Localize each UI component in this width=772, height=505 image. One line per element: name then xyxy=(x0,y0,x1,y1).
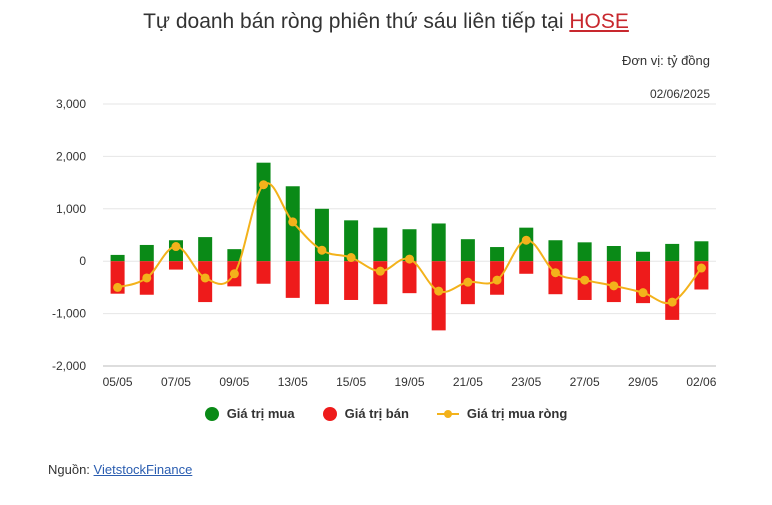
buy-bar xyxy=(227,249,242,262)
buy-bar xyxy=(548,240,563,262)
legend-buy-swatch xyxy=(204,406,219,421)
net-point xyxy=(317,245,327,255)
sell-bar xyxy=(519,261,534,274)
sell-bar xyxy=(256,261,271,284)
sell-bar xyxy=(402,261,417,294)
sell-bar xyxy=(314,261,329,305)
buy-bar xyxy=(198,237,213,262)
net-point xyxy=(667,297,677,307)
net-point xyxy=(346,253,356,263)
buy-bar xyxy=(665,243,680,262)
x-tick-label: 02/06 xyxy=(686,375,716,389)
net-point xyxy=(171,242,181,252)
x-tick-label: 13/05 xyxy=(278,375,308,389)
sell-bar xyxy=(665,261,680,320)
hose-link[interactable]: HOSE xyxy=(569,10,629,33)
x-tick-label: 29/05 xyxy=(628,375,658,389)
source-label: Nguồn: xyxy=(48,462,90,477)
date-label: 02/06/2025 xyxy=(649,87,710,101)
legend-item-sell[interactable]: Giá trị bán xyxy=(322,406,409,421)
net-point xyxy=(521,235,531,245)
net-point xyxy=(259,180,269,190)
buy-bar xyxy=(577,242,592,262)
net-point xyxy=(609,281,619,291)
y-tick-label: 1,000 xyxy=(56,202,86,216)
net-point xyxy=(696,263,706,273)
sell-bar xyxy=(285,261,300,298)
net-point xyxy=(375,266,385,276)
x-tick-label: 27/05 xyxy=(570,375,600,389)
buy-bar xyxy=(460,239,475,262)
net-point xyxy=(288,217,298,227)
y-tick-label: 3,000 xyxy=(56,97,86,111)
sell-bar xyxy=(168,261,183,270)
x-tick-label: 07/05 xyxy=(161,375,191,389)
legend-item-net[interactable]: Giá trị mua ròng xyxy=(436,406,568,421)
chart-title: Tự doanh bán ròng phiên thứ sáu liên tiế… xyxy=(0,10,772,34)
legend-item-buy[interactable]: Giá trị mua xyxy=(204,406,295,421)
x-tick-label: 19/05 xyxy=(394,375,424,389)
x-tick-label: 23/05 xyxy=(511,375,541,389)
buy-bar xyxy=(694,241,709,262)
y-tick-label: -2,000 xyxy=(52,359,86,373)
legend-net-label: Giá trị mua ròng xyxy=(466,406,568,421)
source-note: Nguồn: VietstockFinance xyxy=(48,462,192,477)
source-link[interactable]: VietstockFinance xyxy=(93,462,193,477)
buy-bar xyxy=(606,246,621,262)
unit-label: Đơn vị: tỷ đồng xyxy=(621,53,710,68)
net-point xyxy=(492,275,502,285)
net-point xyxy=(434,286,444,296)
legend-net-swatch xyxy=(436,407,459,421)
net-point xyxy=(229,269,239,279)
net-point xyxy=(550,268,560,278)
buy-bar xyxy=(110,254,125,262)
y-tick-label: 2,000 xyxy=(56,149,86,163)
y-tick-label: -1,000 xyxy=(52,307,86,321)
net-point xyxy=(638,288,648,298)
buy-bar xyxy=(139,244,154,262)
net-point xyxy=(113,282,123,292)
x-tick-label: 21/05 xyxy=(453,375,483,389)
net-point xyxy=(580,275,590,285)
net-point xyxy=(463,277,473,287)
buy-bar xyxy=(256,162,271,262)
y-tick-label: 0 xyxy=(79,254,86,268)
x-tick-label: 15/05 xyxy=(336,375,366,389)
net-point xyxy=(405,254,414,264)
buy-bar xyxy=(636,251,651,262)
chart-title-text: Tự doanh bán ròng phiên thứ sáu liên tiế… xyxy=(143,10,564,33)
buy-bar xyxy=(402,229,417,262)
x-tick-label: 09/05 xyxy=(219,375,249,389)
buy-bar xyxy=(373,227,388,262)
legend-buy-label: Giá trị mua xyxy=(226,406,295,421)
buy-bar xyxy=(344,220,359,262)
legend-sell-label: Giá trị bán xyxy=(344,406,409,421)
x-tick-label: 05/05 xyxy=(103,375,133,389)
sell-bar xyxy=(431,261,446,331)
legend-sell-swatch xyxy=(322,406,337,421)
sell-bar xyxy=(344,261,359,300)
buy-bar xyxy=(431,223,446,262)
chart-plot: 3,000 2,000 1,000 0 -1,000 -2,000 05/05 07/05 09… xyxy=(52,97,717,389)
chart-legend: Giá trị mua Giá trị bán Giá trị mua ròng xyxy=(0,406,772,421)
buy-bar xyxy=(490,247,505,262)
net-point xyxy=(200,273,210,283)
net-point xyxy=(142,273,152,283)
